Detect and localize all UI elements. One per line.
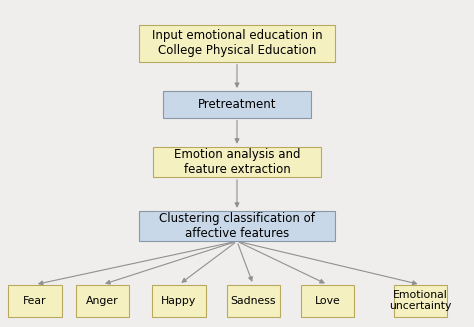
FancyBboxPatch shape [301, 284, 354, 317]
Text: Sadness: Sadness [230, 296, 276, 306]
Text: Fear: Fear [23, 296, 46, 306]
Text: Pretreatment: Pretreatment [198, 98, 276, 111]
Text: Anger: Anger [86, 296, 118, 306]
FancyBboxPatch shape [139, 25, 335, 62]
Text: Emotional
uncertainty: Emotional uncertainty [389, 290, 452, 311]
Text: Input emotional education in
College Physical Education: Input emotional education in College Phy… [152, 29, 322, 57]
Text: Emotion analysis and
feature extraction: Emotion analysis and feature extraction [174, 148, 300, 176]
FancyBboxPatch shape [163, 91, 311, 117]
FancyBboxPatch shape [8, 284, 62, 317]
FancyBboxPatch shape [227, 284, 280, 317]
FancyBboxPatch shape [154, 147, 320, 177]
FancyBboxPatch shape [394, 284, 447, 317]
Text: Clustering classification of
affective features: Clustering classification of affective f… [159, 212, 315, 240]
Text: Love: Love [315, 296, 340, 306]
FancyBboxPatch shape [139, 211, 335, 241]
FancyBboxPatch shape [152, 284, 206, 317]
FancyBboxPatch shape [75, 284, 129, 317]
Text: Happy: Happy [161, 296, 197, 306]
